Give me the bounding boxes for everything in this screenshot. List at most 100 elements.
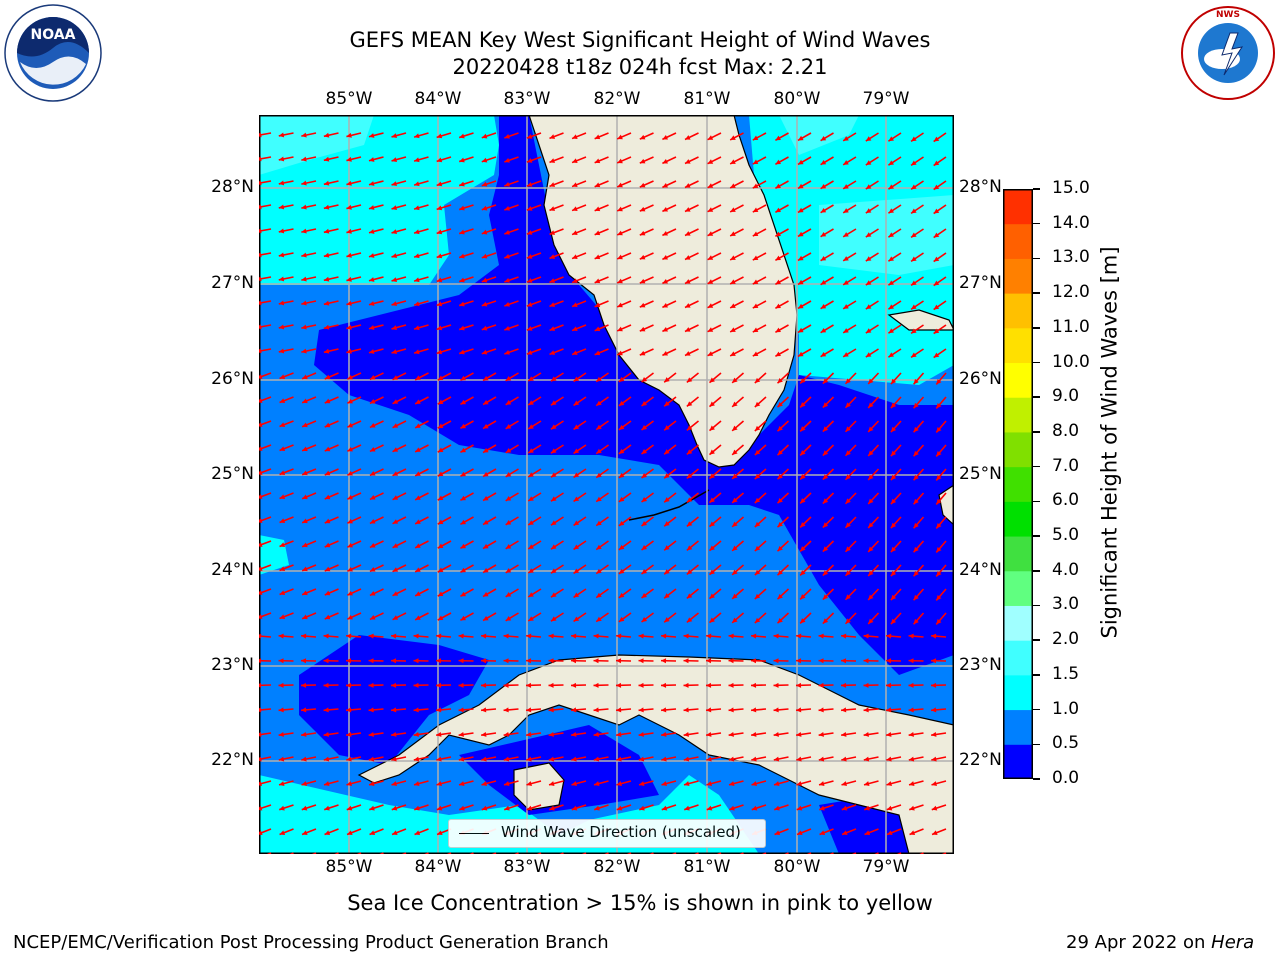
lon-label-bottom: 81°W <box>683 857 731 877</box>
wave-arrow <box>392 468 407 477</box>
wave-arrow <box>259 204 272 210</box>
wave-arrow <box>886 828 902 836</box>
wave-arrow <box>799 396 812 408</box>
wave-arrow <box>527 492 542 502</box>
wave-arrow <box>616 204 632 212</box>
wave-arrow <box>912 540 925 553</box>
wave-arrow <box>278 633 294 639</box>
wave-arrow <box>413 658 429 664</box>
lat-label-left: 28°N <box>211 177 254 197</box>
wave-arrow <box>594 348 609 356</box>
wave-arrow <box>663 468 677 479</box>
wave-arrow <box>731 468 745 480</box>
wave-arrow <box>638 780 654 786</box>
wave-arrow <box>818 780 834 786</box>
wave-arrow <box>368 252 384 258</box>
wave-arrow <box>663 492 677 503</box>
wave-arrow <box>571 276 587 284</box>
wave-arrow <box>481 348 497 355</box>
wave-arrow <box>684 228 699 237</box>
wave-arrow <box>776 420 790 432</box>
wave-arrow <box>841 780 857 786</box>
wave-arrow <box>550 564 564 574</box>
wave-arrow <box>865 204 879 214</box>
wave-arrow <box>818 804 834 811</box>
wave-arrow <box>527 444 542 454</box>
lon-label-bottom: 80°W <box>773 857 821 877</box>
wave-arrow <box>796 828 812 836</box>
wave-arrow <box>391 828 407 836</box>
wave-arrow <box>912 372 925 385</box>
wave-arrow <box>684 324 699 333</box>
wave-arrow <box>259 588 272 595</box>
wave-arrow <box>414 612 429 621</box>
colorbar <box>1003 189 1033 780</box>
wave-arrow <box>259 658 272 664</box>
wave-arrow <box>482 396 497 406</box>
wave-arrow <box>436 348 452 355</box>
wave-arrow <box>458 324 474 331</box>
wave-arrow <box>842 228 857 238</box>
wave-arrow <box>797 180 812 190</box>
wave-arrow <box>525 682 542 688</box>
wave-arrow <box>774 300 789 309</box>
wave-arrow <box>820 132 834 142</box>
map-legend: Wind Wave Direction (unscaled) <box>448 819 766 848</box>
wave-arrow <box>684 276 699 285</box>
wave-arrow <box>368 132 384 138</box>
wave-arrow <box>414 828 429 836</box>
wave-arrow <box>595 492 609 503</box>
wave-arrow <box>773 780 789 786</box>
wave-arrow <box>549 300 564 308</box>
wave-arrow <box>935 492 947 505</box>
wave-arrow <box>595 468 609 479</box>
wave-arrow <box>390 658 407 664</box>
wave-arrow <box>822 420 835 433</box>
wave-arrow <box>593 658 609 664</box>
wave-arrow <box>548 780 564 786</box>
wave-arrow <box>844 516 857 529</box>
wave-arrow <box>571 756 587 762</box>
wave-arrow <box>458 707 474 713</box>
wave-arrow <box>908 780 924 786</box>
wave-arrow <box>300 633 317 639</box>
lon-label-bottom: 85°W <box>325 857 373 877</box>
wave-arrow <box>369 492 384 501</box>
colorbar-tick-label: 15.0 <box>1052 178 1090 198</box>
wave-arrow <box>776 540 790 552</box>
wave-arrow <box>754 444 767 456</box>
wave-arrow <box>526 780 542 786</box>
wave-arrow <box>686 492 700 504</box>
wave-arrow <box>504 132 519 139</box>
wave-arrow <box>616 276 632 284</box>
wave-arrow <box>324 372 339 380</box>
wave-arrow <box>795 658 812 664</box>
wave-arrow <box>571 180 587 188</box>
wave-arrow <box>752 204 767 213</box>
wave-arrow <box>842 132 857 142</box>
wave-arrow <box>346 780 362 786</box>
wave-arrow <box>618 516 632 527</box>
wave-arrow <box>482 444 497 454</box>
wave-arrow <box>684 252 699 261</box>
wave-arrow <box>436 276 452 283</box>
wave-arrow <box>705 658 722 664</box>
wave-arrow <box>346 756 362 762</box>
wave-arrow <box>795 633 812 639</box>
wave-arrow <box>818 756 834 762</box>
wave-arrow <box>392 444 407 453</box>
wave-arrow <box>616 156 632 164</box>
wave-arrow <box>481 156 497 163</box>
wave-arrow <box>840 682 857 688</box>
wave-arrow <box>414 372 429 381</box>
wave-arrow <box>436 804 452 811</box>
wave-arrow <box>796 731 812 737</box>
wave-arrow <box>731 444 745 456</box>
wave-arrow <box>661 780 677 786</box>
wave-arrow <box>323 228 339 234</box>
wave-arrow <box>324 468 339 476</box>
wave-arrow <box>799 372 812 384</box>
wave-arrow <box>526 276 542 283</box>
wave-arrow <box>573 468 587 479</box>
wave-arrow <box>663 372 677 383</box>
